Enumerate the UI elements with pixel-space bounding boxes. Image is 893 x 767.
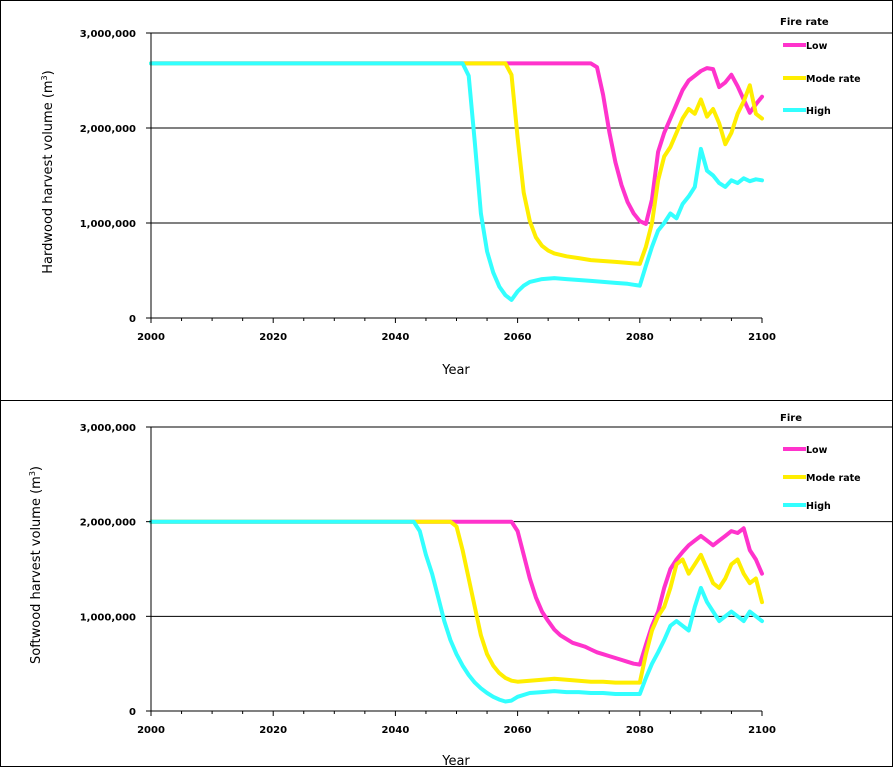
hardwood-x-tick-label: 2060: [504, 332, 532, 343]
hardwood-gridlines: [151, 32, 892, 224]
softwood-y-tick-label: 1,000,000: [80, 612, 136, 623]
softwood-legend-label-high: High: [806, 501, 831, 512]
softwood-y-axis-close: ): [29, 466, 44, 471]
hardwood-legend-label-moderate: Mode rate: [806, 74, 861, 85]
hardwood-y-axis-superscript: 3: [40, 75, 49, 80]
hardwood-x-tick-label: 2100: [748, 332, 776, 343]
hardwood-x-tick-label: 2040: [381, 332, 409, 343]
softwood-x-tick-label: 2100: [748, 725, 776, 736]
softwood-x-tick-label: 2060: [504, 725, 532, 736]
softwood-x-tick-label: 2040: [381, 725, 409, 736]
softwood-legend-title: Fire: [780, 413, 802, 424]
softwood-y-axis-title: Softwood harvest volume (m3): [28, 466, 44, 664]
hardwood-legend-title: Fire rate: [780, 17, 829, 28]
softwood-y-axis-title-text: Softwood harvest volume (m: [29, 476, 44, 664]
softwood-y-tick-label: 0: [129, 707, 136, 718]
softwood-legend-label-moderate: Mode rate: [806, 473, 861, 484]
hardwood-chart: 0 1,000,000 2,000,000 3,000,000 2000 2020 2040…: [40, 17, 892, 378]
softwood-x-tick-label: 2020: [259, 725, 287, 736]
hardwood-series: [149, 61, 764, 302]
softwood-chart: 0 1,000,000 2,000,000 3,000,000 2000 2020 2040…: [28, 413, 892, 767]
softwood-series-line-low: [149, 519, 764, 667]
softwood-y-tick-label: 3,000,000: [80, 423, 136, 434]
hardwood-y-tick-label: 0: [129, 314, 136, 325]
hardwood-y-tick-label: 2,000,000: [80, 124, 136, 135]
softwood-legend: Fire Low Mode rate High: [780, 413, 861, 512]
hardwood-y-axis-close: ): [41, 70, 56, 75]
softwood-y-tick-label: 2,000,000: [80, 518, 136, 529]
softwood-x-axis-title: Year: [441, 754, 470, 767]
hardwood-y-axis-title: Hardwood harvest volume (m3): [40, 70, 56, 273]
hardwood-x-axis-title: Year: [441, 363, 470, 378]
hardwood-x-tick-label: 2080: [626, 332, 654, 343]
hardwood-x-tick-label: 2020: [259, 332, 287, 343]
hardwood-series-line-moderate: [149, 61, 764, 266]
hardwood-x-tick-label: 2000: [137, 332, 165, 343]
softwood-tick-labels: 0 1,000,000 2,000,000 3,000,000 2000 2020 2040…: [80, 423, 776, 736]
hardwood-y-tick-label: 1,000,000: [80, 219, 136, 230]
hardwood-legend-label-low: Low: [806, 41, 828, 52]
hardwood-y-tick-label: 3,000,000: [80, 29, 136, 40]
softwood-series-line-moderate: [149, 519, 764, 685]
softwood-x-tick-label: 2000: [137, 725, 165, 736]
softwood-series: [149, 519, 764, 704]
softwood-x-tick-label: 2080: [626, 725, 654, 736]
hardwood-legend-label-high: High: [806, 106, 831, 117]
hardwood-tick-labels: 0 1,000,000 2,000,000 3,000,000 2000 2020 2040…: [80, 29, 776, 343]
softwood-axes: [146, 426, 763, 716]
hardwood-y-axis-title-text: Hardwood harvest volume (m: [41, 80, 56, 273]
hardwood-series-line-high: [149, 61, 764, 302]
hardwood-legend: Fire rate Low Mode rate High: [780, 17, 861, 117]
softwood-series-line-high: [149, 519, 764, 704]
hardwood-series-line-low: [149, 61, 764, 226]
hardwood-axes: [146, 32, 763, 323]
softwood-y-axis-superscript: 3: [28, 471, 37, 476]
softwood-legend-label-low: Low: [806, 445, 828, 456]
